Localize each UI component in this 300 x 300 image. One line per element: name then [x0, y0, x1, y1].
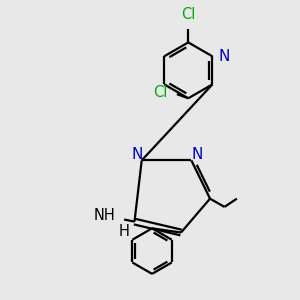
Text: H: H — [119, 224, 130, 239]
Text: N: N — [192, 147, 203, 162]
Text: Cl: Cl — [181, 7, 196, 22]
Text: N: N — [219, 49, 230, 64]
Text: NH: NH — [94, 208, 116, 223]
Text: N: N — [132, 147, 143, 162]
Text: Cl: Cl — [153, 85, 168, 100]
